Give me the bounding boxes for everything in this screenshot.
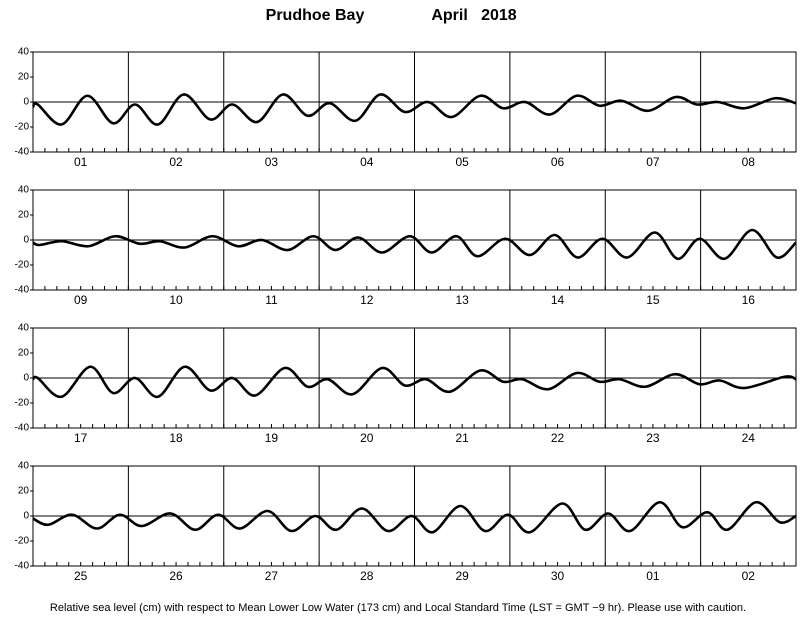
x-tick-label: 25	[74, 569, 88, 583]
x-tick-label: 22	[551, 431, 565, 445]
tide-line	[32, 365, 797, 399]
y-tick-label: 0	[23, 97, 29, 108]
x-tick-label: 04	[360, 155, 374, 169]
y-tick-label: -40	[15, 561, 30, 572]
x-tick-label: 18	[169, 431, 183, 445]
y-tick-label: 20	[18, 486, 30, 497]
y-tick-label: -40	[15, 285, 30, 296]
y-tick-label: 40	[18, 323, 30, 334]
x-tick-label: 07	[646, 155, 660, 169]
x-tick-label: 16	[742, 293, 756, 307]
x-tick-label: 10	[169, 293, 183, 307]
tide-line	[32, 500, 797, 534]
x-tick-label: 01	[646, 569, 660, 583]
footnote: Relative sea level (cm) with respect to …	[50, 602, 746, 614]
tide-line	[32, 228, 797, 261]
y-tick-label: 40	[18, 47, 30, 58]
x-tick-label: 29	[456, 569, 470, 583]
x-tick-label: 06	[551, 155, 565, 169]
x-tick-label: 28	[360, 569, 374, 583]
x-tick-label: 17	[74, 431, 88, 445]
x-tick-label: 20	[360, 431, 374, 445]
x-tick-label: 09	[74, 293, 88, 307]
y-tick-label: 20	[18, 72, 30, 83]
y-tick-label: 0	[23, 235, 29, 246]
x-tick-label: 15	[646, 293, 660, 307]
y-tick-label: -40	[15, 423, 30, 434]
y-tick-label: 20	[18, 210, 30, 221]
y-tick-label: 40	[18, 461, 30, 472]
x-tick-label: 14	[551, 293, 565, 307]
y-tick-label: 40	[18, 185, 30, 196]
y-tick-label: -20	[15, 122, 30, 133]
x-tick-label: 08	[742, 155, 756, 169]
x-tick-label: 11	[265, 293, 278, 307]
y-tick-label: -20	[15, 536, 30, 547]
y-tick-label: 20	[18, 348, 30, 359]
y-tick-label: 0	[23, 373, 29, 384]
x-tick-label: 19	[265, 431, 279, 445]
x-tick-label: 27	[265, 569, 279, 583]
y-tick-label: -40	[15, 147, 30, 158]
x-tick-label: 23	[646, 431, 660, 445]
x-tick-label: 24	[742, 431, 756, 445]
x-tick-label: 02	[742, 569, 756, 583]
x-tick-label: 12	[360, 293, 374, 307]
chart-title: Prudhoe Bay	[266, 7, 365, 24]
chart-subtitle: April 2018	[431, 7, 516, 24]
x-tick-label: 03	[265, 155, 279, 169]
y-tick-label: 0	[23, 511, 29, 522]
x-tick-label: 13	[456, 293, 470, 307]
tide-line	[31, 93, 797, 126]
x-tick-label: 05	[456, 155, 470, 169]
y-tick-label: -20	[15, 260, 30, 271]
x-tick-label: 02	[169, 155, 183, 169]
y-tick-label: -20	[15, 398, 30, 409]
x-tick-label: 21	[456, 431, 470, 445]
x-tick-label: 01	[74, 155, 88, 169]
x-tick-label: 30	[551, 569, 565, 583]
x-tick-label: 26	[169, 569, 183, 583]
